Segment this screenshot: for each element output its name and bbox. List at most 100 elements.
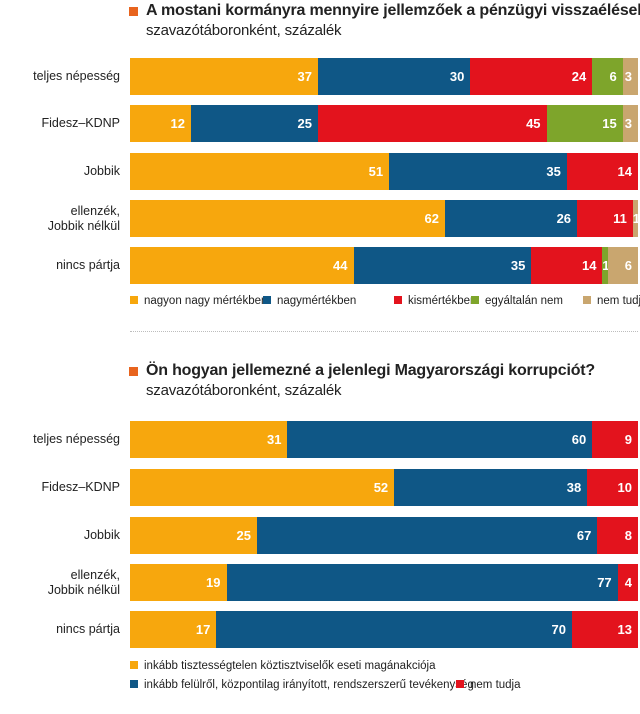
- bar-row: 31 60 9: [130, 421, 638, 458]
- bar-segment: [130, 469, 395, 506]
- category-label: nincs pártja: [56, 258, 120, 272]
- legend-label: egyáltalán nem: [485, 295, 563, 307]
- bar-segment: [130, 421, 288, 458]
- data-label: 44: [333, 258, 348, 273]
- legend-label: nem tudja: [470, 679, 521, 691]
- data-label: 26: [556, 211, 572, 226]
- data-label: 25: [236, 528, 251, 543]
- bar-segment: [130, 200, 445, 237]
- legend-swatch: [471, 296, 479, 304]
- bar-segment: [587, 469, 638, 506]
- bar-row: 44 35 14 1 6: [130, 247, 638, 284]
- bar-segment: [632, 200, 638, 237]
- legend-item: inkább felülről, központilag irányított,…: [130, 679, 474, 691]
- category-label: Fidesz–KDNP: [41, 116, 121, 130]
- legend-swatch: [263, 296, 271, 304]
- bar-segment: [571, 611, 638, 648]
- category-label: Fidesz–KDNP: [41, 480, 121, 494]
- data-label: 4: [624, 575, 632, 590]
- data-label: 9: [624, 432, 632, 447]
- data-label: 25: [297, 116, 312, 131]
- bar-segment: [566, 153, 638, 190]
- data-label: 15: [602, 116, 617, 131]
- data-label: 35: [510, 258, 526, 273]
- data-label: 6: [609, 69, 617, 84]
- chart-subtitle: szavazótáboronként, százalék: [146, 382, 342, 399]
- data-label: 51: [368, 164, 384, 179]
- bar-segment: [287, 421, 593, 458]
- bar-segment: [617, 564, 638, 601]
- bar-segment: [130, 247, 354, 284]
- legend-swatch: [394, 296, 402, 304]
- bar-row: 52 38 10: [130, 469, 638, 506]
- bar-segment: [130, 105, 191, 142]
- bar-row: 51 35 14: [130, 153, 638, 190]
- bar-row: 25 67 8: [130, 517, 638, 554]
- data-label: 30: [449, 69, 465, 84]
- bar-segment: [317, 58, 471, 95]
- bar-segment: [130, 517, 257, 554]
- bar-segment: [216, 611, 572, 648]
- bar-segment: [622, 105, 638, 142]
- category-label: teljes népesség: [33, 432, 120, 446]
- data-label: 52: [373, 480, 389, 495]
- data-label: 35: [546, 164, 561, 179]
- bar-segment: [592, 58, 623, 95]
- data-label: 77: [597, 575, 612, 590]
- bar-segment: [226, 564, 618, 601]
- legend-swatch: [130, 680, 138, 688]
- data-label: 45: [526, 116, 541, 131]
- legend-item: egyáltalán nem: [471, 295, 563, 307]
- bar-segment: [546, 105, 623, 142]
- data-label: 67: [576, 528, 592, 543]
- legend-swatch: [456, 680, 464, 688]
- section-divider: [130, 331, 638, 332]
- bar-segment: [470, 58, 593, 95]
- bar-segment: [130, 564, 227, 601]
- legend-item: nem tudja: [583, 295, 640, 307]
- data-label: 38: [566, 480, 582, 495]
- bar-segment: [130, 611, 217, 648]
- legend-item: nem tudja: [456, 679, 521, 691]
- bar-segment: [130, 58, 318, 95]
- legend-label: nagyon nagy mértékben: [144, 295, 268, 307]
- bar-segment: [607, 247, 638, 284]
- data-label: 70: [551, 622, 566, 637]
- data-label: 11: [613, 211, 627, 226]
- data-label: 31: [267, 432, 282, 447]
- legend-item: nagyon nagy mértékben: [130, 295, 267, 307]
- legend-label: inkább felülről, központilag irányított,…: [144, 679, 474, 691]
- legend-item: nagymértékben: [263, 295, 356, 307]
- title-marker-icon: [129, 7, 138, 16]
- legend-label: nagymértékben: [277, 295, 357, 307]
- legend-label: nem tudja: [597, 295, 640, 307]
- bar-segment: [317, 105, 547, 142]
- chart-title: Ön hogyan jellemezné a jelenlegi Magyaro…: [146, 362, 595, 379]
- bar-segment: [577, 200, 633, 237]
- data-label: 37: [297, 69, 312, 84]
- chart-financial-abuse: A mostani kormányra mennyire jellemzőek …: [0, 0, 640, 340]
- chart-title: A mostani kormányra mennyire jellemzőek …: [146, 2, 640, 19]
- bar-row: 12 25 45 15 3: [130, 105, 638, 142]
- data-label: 14: [581, 258, 597, 273]
- data-label: 60: [571, 432, 587, 447]
- bar-segment: [353, 247, 532, 284]
- legend-item: kismértékben: [394, 295, 476, 307]
- title-marker-icon: [129, 367, 138, 376]
- legend-label: inkább tisztességtelen köztisztviselők e…: [144, 660, 436, 672]
- bar-segment: [531, 247, 603, 284]
- legend-label: kismértékben: [408, 295, 477, 307]
- data-label: 3: [624, 116, 632, 131]
- bar-segment: [597, 517, 638, 554]
- data-label: 1: [632, 211, 640, 226]
- category-label: Jobbik: [83, 164, 120, 178]
- bar-segment: [190, 105, 318, 142]
- data-label: 8: [624, 528, 632, 543]
- data-label: 17: [195, 622, 211, 637]
- category-label: ellenzék, Jobbik nélkül: [47, 567, 120, 597]
- data-label: 6: [624, 258, 632, 273]
- data-label: 14: [617, 164, 632, 179]
- category-label: nincs pártja: [56, 622, 120, 636]
- data-label: 1: [602, 258, 610, 273]
